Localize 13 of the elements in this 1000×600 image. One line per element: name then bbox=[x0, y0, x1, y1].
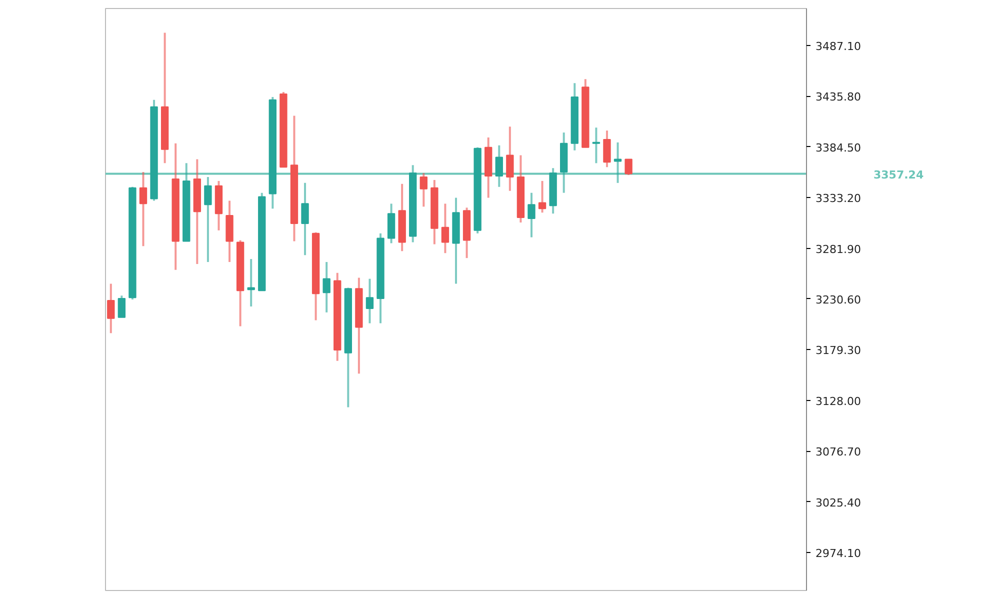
y-tick-label: 3435.80 bbox=[816, 90, 861, 104]
y-tick-label: 3384.50 bbox=[816, 141, 861, 154]
y-tick-label: 3281.90 bbox=[816, 242, 861, 256]
y-tick-label: 3487.10 bbox=[816, 40, 861, 53]
y-tick-label: 2974.10 bbox=[816, 546, 861, 560]
y-tick-label: 3025.40 bbox=[816, 496, 861, 510]
y-tick-label: 3179.30 bbox=[816, 344, 861, 358]
y-tick-label: 3230.60 bbox=[816, 293, 861, 306]
y-tick-label: 3128.00 bbox=[816, 394, 861, 408]
ref-line-label: 3357.24 bbox=[874, 168, 924, 182]
candlestick bbox=[624, 158, 632, 176]
y-tick-label: 3333.20 bbox=[816, 192, 861, 206]
y-tick-label: 3076.70 bbox=[816, 446, 861, 459]
